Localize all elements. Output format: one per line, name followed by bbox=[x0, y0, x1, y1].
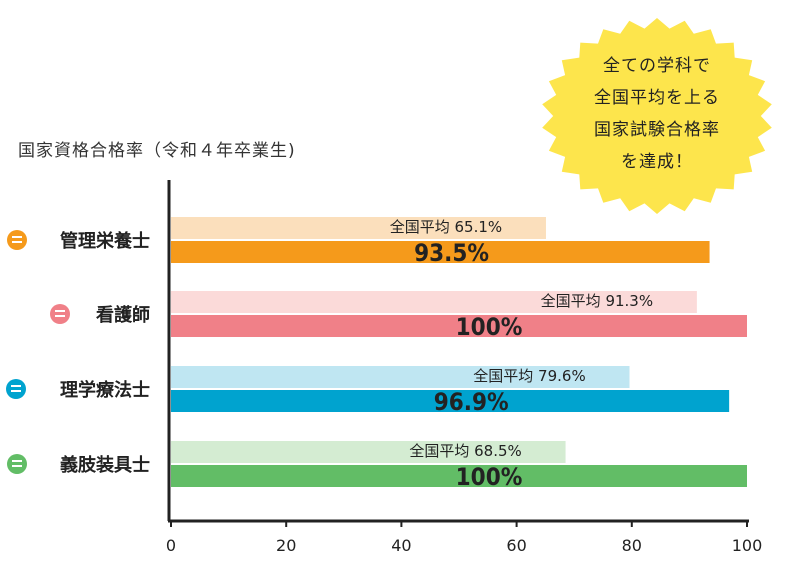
fork-knife-icon bbox=[7, 230, 27, 250]
avg-bar bbox=[171, 217, 546, 239]
avg-bar bbox=[171, 441, 566, 463]
x-tick-label: 40 bbox=[391, 536, 411, 555]
avg-label: 全国平均 91.3% bbox=[541, 292, 653, 310]
value-label: 100% bbox=[456, 313, 523, 341]
avg-label: 全国平均 79.6% bbox=[473, 367, 585, 385]
value-label: 96.9% bbox=[434, 388, 509, 416]
result-bar bbox=[171, 390, 730, 412]
avg-bar bbox=[171, 291, 697, 313]
chart-title: 国家資格合格率（令和４年卒業生) bbox=[18, 141, 296, 161]
value-label: 100% bbox=[456, 463, 523, 491]
prosthetic-icon bbox=[7, 454, 27, 474]
x-tick-label: 0 bbox=[166, 536, 176, 555]
result-bar bbox=[171, 241, 710, 263]
icon-glyph bbox=[12, 236, 22, 243]
badge-line: 国家試験合格率 bbox=[594, 120, 720, 140]
icon-glyph bbox=[12, 460, 22, 467]
starburst-shape bbox=[542, 18, 772, 214]
achievement-badge: 全ての学科で 全国平均を上る 国家試験合格率 を達成！ bbox=[538, 12, 776, 220]
badge-line: 全国平均を上る bbox=[594, 88, 720, 108]
x-tick-label: 20 bbox=[276, 536, 296, 555]
result-bar bbox=[171, 465, 747, 487]
badge-line: を達成！ bbox=[621, 152, 693, 172]
avg-label: 全国平均 65.1% bbox=[390, 218, 502, 236]
category-label: 義肢装具士 bbox=[60, 454, 150, 476]
wheelchair-icon bbox=[6, 379, 26, 399]
value-label: 93.5% bbox=[414, 239, 489, 267]
x-tick-label: 60 bbox=[506, 536, 526, 555]
avg-bar bbox=[171, 366, 630, 388]
badge-text: 全ての学科で 全国平均を上る 国家試験合格率 を達成！ bbox=[538, 50, 776, 178]
icon-glyph bbox=[55, 310, 65, 317]
icon-glyph bbox=[11, 385, 21, 392]
category-label: 管理栄養士 bbox=[60, 230, 150, 252]
x-tick-label: 80 bbox=[622, 536, 642, 555]
stethoscope-icon bbox=[50, 304, 70, 324]
x-tick-label: 100 bbox=[732, 536, 763, 555]
avg-label: 全国平均 68.5% bbox=[409, 442, 521, 460]
category-label: 看護師 bbox=[95, 304, 150, 326]
result-bar bbox=[171, 315, 747, 337]
category-label: 理学療法士 bbox=[60, 379, 150, 401]
badge-line: 全ての学科で bbox=[603, 56, 711, 76]
